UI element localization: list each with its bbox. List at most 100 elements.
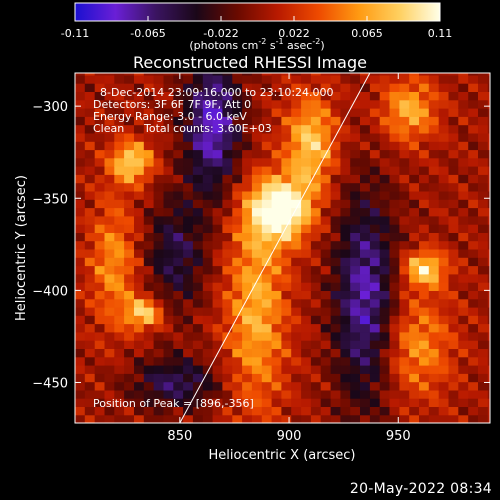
heatmap-cell bbox=[104, 141, 115, 151]
heatmap-cell bbox=[173, 74, 184, 84]
heatmap-cell bbox=[399, 406, 410, 416]
heatmap-cell bbox=[104, 73, 115, 76]
heatmap-cell bbox=[114, 199, 125, 209]
heatmap-cell bbox=[448, 406, 459, 416]
heatmap-cell bbox=[438, 389, 450, 399]
heatmap-cell bbox=[75, 298, 86, 308]
heatmap-cell bbox=[281, 365, 292, 374]
heatmap-cell bbox=[468, 240, 479, 250]
heatmap-cell bbox=[399, 248, 410, 258]
heatmap-cell bbox=[360, 149, 371, 159]
heatmap-cell bbox=[251, 248, 263, 258]
heatmap-cell bbox=[84, 124, 96, 134]
heatmap-cell bbox=[104, 232, 115, 242]
heatmap-cell bbox=[389, 356, 400, 366]
heatmap-cell bbox=[84, 414, 96, 423]
heatmap-cell bbox=[222, 232, 233, 242]
heatmap-cell bbox=[448, 265, 459, 275]
heatmap-cell bbox=[360, 207, 371, 217]
heatmap-cell bbox=[419, 398, 430, 407]
heatmap-cell bbox=[389, 174, 400, 184]
heatmap-cell bbox=[487, 373, 490, 383]
heatmap-cell bbox=[104, 248, 115, 258]
heatmap-cell bbox=[438, 282, 450, 291]
heatmap-cell bbox=[448, 149, 459, 159]
heatmap-cell bbox=[330, 248, 341, 258]
heatmap-cell bbox=[448, 157, 459, 167]
heatmap-cell bbox=[212, 381, 223, 391]
heatmap-cell bbox=[478, 373, 489, 383]
heatmap-cell bbox=[242, 240, 253, 250]
heatmap-cell bbox=[84, 315, 96, 325]
heatmap-cell bbox=[320, 323, 332, 333]
heatmap-cell bbox=[379, 373, 391, 383]
heatmap-cell bbox=[242, 149, 253, 159]
heatmap-cell bbox=[360, 174, 371, 184]
heatmap-cell bbox=[183, 398, 194, 407]
heatmap-cell bbox=[261, 323, 273, 333]
heatmap-cell bbox=[222, 157, 233, 167]
heatmap-cell bbox=[340, 406, 351, 416]
heatmap-cell bbox=[458, 282, 469, 291]
heatmap-cell bbox=[251, 74, 263, 84]
heatmap-cell bbox=[320, 207, 332, 217]
heatmap-cell bbox=[75, 398, 86, 407]
heatmap-cell bbox=[419, 132, 430, 142]
heatmap-cell bbox=[134, 149, 145, 159]
heatmap-cell bbox=[291, 282, 302, 291]
heatmap-cell bbox=[271, 182, 282, 192]
heatmap-cell bbox=[232, 331, 243, 341]
heatmap-cell bbox=[350, 273, 361, 283]
heatmap-cell bbox=[75, 248, 86, 258]
heatmap-cell bbox=[448, 240, 459, 250]
heatmap-cell bbox=[232, 166, 243, 175]
heatmap-cell bbox=[242, 116, 253, 126]
heatmap-cell bbox=[468, 73, 479, 76]
heatmap-cell bbox=[419, 340, 430, 349]
heatmap-cell bbox=[301, 406, 312, 416]
heatmap-cell bbox=[350, 398, 361, 407]
heatmap-cell bbox=[389, 116, 400, 126]
heatmap-cell bbox=[409, 182, 420, 192]
heatmap-cell bbox=[104, 182, 115, 192]
heatmap-cell bbox=[281, 232, 292, 242]
heatmap-cell bbox=[360, 356, 371, 366]
heatmap-cell bbox=[134, 182, 145, 192]
heatmap-cell bbox=[153, 224, 164, 233]
heatmap-cell bbox=[330, 240, 341, 250]
heatmap-cell bbox=[84, 306, 96, 316]
heatmap-cell bbox=[271, 224, 282, 233]
heatmap-cell bbox=[428, 340, 440, 349]
heatmap-cell bbox=[134, 406, 145, 416]
heatmap-cell bbox=[438, 83, 450, 92]
heatmap-cell bbox=[192, 74, 204, 84]
heatmap-cell bbox=[202, 356, 214, 366]
heatmap-cell bbox=[271, 273, 282, 283]
heatmap-cell bbox=[350, 108, 361, 117]
heatmap-cell bbox=[438, 248, 450, 258]
heatmap-cell bbox=[350, 207, 361, 217]
heatmap-cell bbox=[399, 240, 410, 250]
heatmap-cell bbox=[389, 381, 400, 391]
heatmap-cell bbox=[458, 348, 469, 358]
heatmap-cell bbox=[143, 365, 155, 374]
heatmap-cell bbox=[192, 207, 204, 217]
heatmap-cell bbox=[84, 149, 96, 159]
heatmap-cell bbox=[428, 323, 440, 333]
heatmap-cell bbox=[458, 207, 469, 217]
heatmap-cell bbox=[261, 166, 273, 175]
heatmap-cell bbox=[124, 132, 135, 142]
heatmap-cell bbox=[261, 149, 273, 159]
heatmap-cell bbox=[114, 124, 125, 134]
heatmap-cell bbox=[399, 398, 410, 407]
heatmap-cell bbox=[222, 108, 233, 117]
heatmap-cell bbox=[291, 340, 302, 349]
heatmap-cell bbox=[143, 174, 155, 184]
heatmap-cell bbox=[320, 232, 332, 242]
heatmap-cell bbox=[399, 273, 410, 283]
heatmap-cell bbox=[478, 365, 489, 374]
heatmap-cell bbox=[478, 389, 489, 399]
heatmap-cell bbox=[291, 331, 302, 341]
heatmap-cell bbox=[399, 174, 410, 184]
heatmap-cell bbox=[291, 265, 302, 275]
